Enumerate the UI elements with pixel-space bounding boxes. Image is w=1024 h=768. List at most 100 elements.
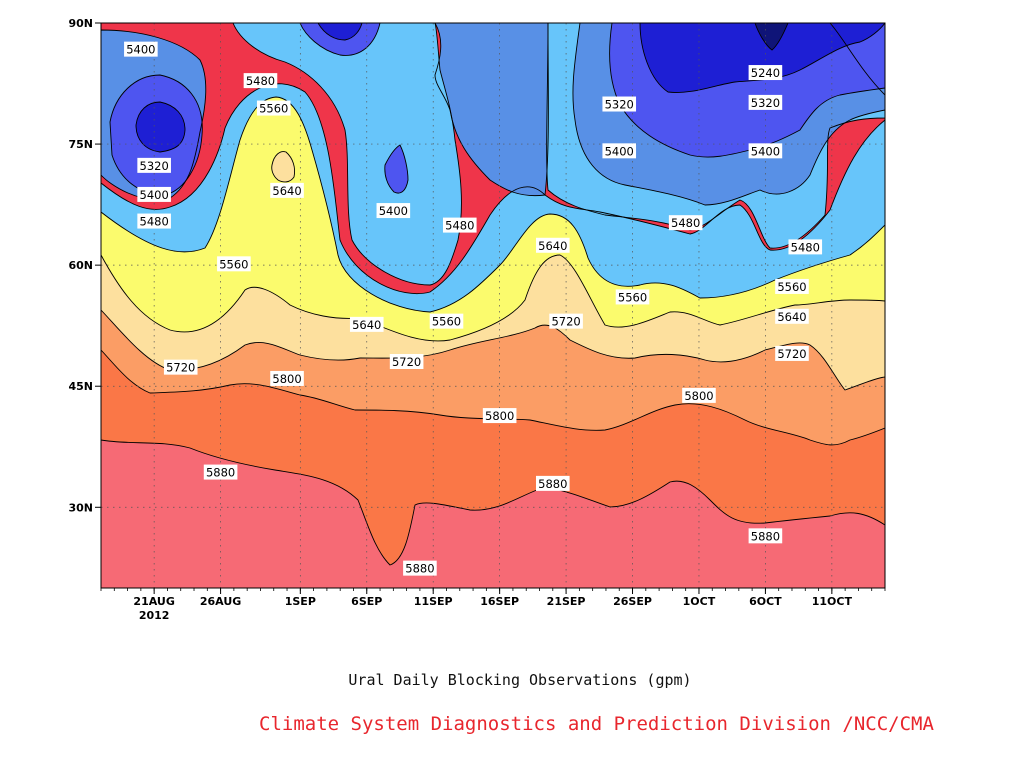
contour-line-8 [572, 23, 885, 206]
contour-label-text: 5320 [751, 96, 780, 110]
contour-band-5 [101, 440, 885, 588]
x-tick-label: 11OCT [812, 595, 853, 608]
contour-label: 5560 [217, 256, 251, 272]
contour-label-text: 5480 [445, 219, 474, 233]
contour-label-text: 5720 [166, 361, 195, 375]
contour-label-text: 5880 [751, 529, 780, 543]
contour-line-2 [101, 254, 885, 342]
contour-line-12 [271, 151, 296, 183]
contour-band-12 [271, 151, 295, 182]
contour-label-text: 5880 [206, 466, 235, 480]
x-tick-label: 1OCT [683, 595, 716, 608]
contour-label-text: 5240 [751, 66, 780, 80]
contour-label-text: 5800 [485, 409, 514, 423]
contour-label-text: 5640 [777, 310, 806, 324]
contour-label: 5480 [668, 215, 703, 231]
contour-label-text: 5800 [272, 372, 301, 386]
contour-label-text: 5720 [551, 315, 580, 329]
contour-line-3 [101, 309, 885, 391]
contour-label-text: 5400 [751, 144, 780, 158]
contour-label: 5640 [535, 237, 570, 253]
contour-line-layer [101, 23, 885, 566]
contour-label: 5880 [535, 475, 570, 491]
contour-labels: 5400 5480 5560 5320 5400 5640 5480 5400 5480 5560… [124, 41, 823, 576]
credit-line: Climate System Diagnostics and Predictio… [259, 713, 934, 735]
y-tick-label: 30N [68, 501, 93, 514]
contour-label: 5400 [137, 186, 171, 202]
contour-line-0 [101, 83, 885, 295]
contour-label: 5480 [442, 217, 477, 233]
contour-label-text: 5320 [605, 98, 634, 112]
contour-label-text: 5880 [405, 562, 434, 576]
contour-label-text: 5560 [432, 315, 461, 329]
contour-label: 5800 [270, 370, 304, 386]
contour-label: 5880 [748, 528, 783, 544]
contour-label-text: 5800 [684, 389, 713, 403]
grid-lines [101, 23, 885, 588]
contour-label: 5400 [124, 41, 158, 57]
contour-label: 5800 [682, 387, 716, 403]
contour-label-text: 5480 [140, 215, 169, 229]
contour-band-6 [101, 23, 885, 200]
contour-label-text: 5400 [379, 204, 408, 218]
contour-label: 5480 [788, 239, 823, 255]
plot-frame [100, 22, 886, 589]
y-tick-label: 60N [68, 259, 93, 272]
contour-label: 5720 [389, 354, 424, 369]
y-tick-label: 75N [68, 138, 93, 151]
x-tick-label: 16SEP [480, 595, 519, 608]
contour-label-text: 5480 [246, 74, 275, 88]
contour-label: 5800 [482, 408, 517, 424]
contour-label: 5320 [602, 96, 637, 112]
contour-label-text: 5480 [791, 240, 820, 254]
contour-label: 5400 [602, 143, 637, 159]
contour-label: 5720 [163, 359, 198, 375]
x-tick-label: 21AUG [133, 595, 174, 608]
chart-title: Ural Daily Blocking Observations (gpm) [348, 671, 692, 689]
contour-label-text: 5640 [352, 318, 381, 332]
contour-label: 5720 [775, 345, 809, 361]
contour-label: 5560 [256, 100, 291, 116]
x-tick-label: 6OCT [749, 595, 782, 608]
contour-line-11 [754, 23, 789, 51]
contour-fill-layer [101, 23, 885, 588]
y-tick-label: 90N [68, 17, 93, 30]
contour-label: 5560 [615, 289, 650, 305]
contour-label: 5640 [349, 316, 384, 332]
x-tick-label: 21SEP [547, 595, 586, 608]
contour-label: 5720 [549, 313, 583, 329]
x-tick-label: 26SEP [613, 595, 652, 608]
contour-label-text: 5400 [605, 144, 634, 158]
contour-label: 5320 [748, 94, 783, 110]
contour-label-text: 5720 [777, 347, 806, 361]
contour-label-text: 5640 [538, 239, 567, 253]
contour-band-10 [136, 23, 885, 152]
contour-label: 5400 [376, 203, 411, 219]
contour-label: 5880 [403, 560, 437, 576]
contour-label: 5880 [203, 464, 238, 480]
contour-label-text: 5560 [777, 280, 806, 294]
contour-label-text: 5560 [219, 257, 248, 271]
x-tick-label: 6SEP [351, 595, 382, 608]
contour-label: 5240 [748, 65, 783, 81]
contour-label-text: 5480 [671, 216, 700, 230]
contour-label-text: 5880 [538, 477, 567, 491]
contour-label-text: 5320 [140, 159, 169, 173]
contour-label: 5640 [270, 182, 304, 198]
contour-band-11 [755, 23, 788, 50]
contour-label-text: 5560 [618, 290, 647, 304]
contour-label: 5400 [748, 143, 783, 159]
contour-label-text: 5640 [272, 184, 301, 198]
x-tick-year-label: 2012 [139, 609, 170, 622]
contour-label: 5480 [137, 213, 171, 229]
y-tick-label: 45N [68, 380, 93, 393]
contour-label: 5560 [775, 278, 809, 294]
contour-label-text: 5720 [392, 355, 421, 369]
contour-line-1 [101, 96, 885, 313]
contour-label: 5320 [137, 157, 171, 173]
x-tick-label: 26AUG [200, 595, 241, 608]
y-axis: 30N 45N 60N 75N 90N [68, 17, 101, 514]
x-tick-label: 11SEP [414, 595, 453, 608]
